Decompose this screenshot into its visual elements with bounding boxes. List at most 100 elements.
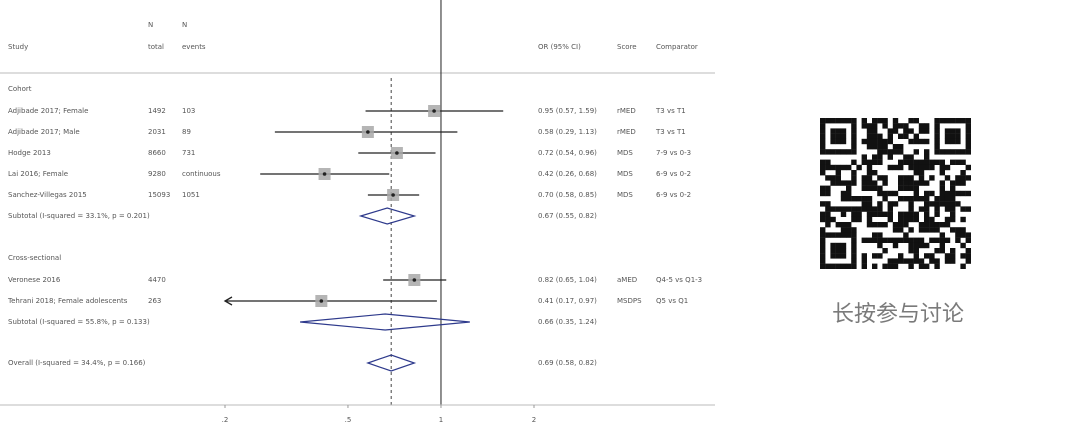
point [319, 299, 324, 303]
qr-module [882, 190, 888, 197]
ci-label: 0.42 (0.26, 0.68) [538, 170, 597, 178]
qr-module [934, 128, 940, 134]
qr-module [913, 164, 919, 171]
qr-module [908, 128, 914, 134]
qr-module [887, 133, 893, 139]
qr-module [965, 175, 971, 181]
qr-module [950, 211, 956, 217]
qr-module [965, 190, 971, 197]
qr-module [918, 196, 925, 202]
qr-module [835, 175, 841, 181]
n-total: 8660 [148, 149, 166, 157]
qr-module [908, 154, 914, 160]
qr-module [840, 232, 847, 238]
qr-module [913, 118, 919, 124]
ci-label: 0.72 (0.54, 0.96) [538, 149, 597, 157]
qr-module [846, 185, 852, 191]
n-total: 263 [148, 297, 161, 305]
qr-module [903, 180, 909, 186]
comparator: 6-9 vs 0-2 [656, 170, 691, 178]
qr-module [861, 263, 867, 269]
qr-module [934, 206, 940, 212]
qr-module [846, 227, 852, 233]
qr-module [851, 232, 857, 238]
qr-module [939, 196, 945, 202]
qr-module [835, 263, 841, 269]
qr-module [866, 128, 873, 134]
ci-label: 0.69 (0.58, 0.82) [538, 359, 597, 367]
qr-module [835, 149, 841, 155]
qr-module [924, 211, 930, 217]
qr-module [846, 118, 852, 124]
score: MDS [617, 149, 633, 157]
qr-module [934, 118, 940, 124]
qr-module [960, 175, 966, 181]
qr-module [903, 222, 909, 228]
qr-module [950, 201, 956, 207]
qr-module [882, 175, 888, 181]
qr-module [908, 175, 914, 181]
qr-module [960, 159, 966, 165]
qr-module [877, 211, 883, 217]
qr-module [840, 164, 847, 171]
qr-module [820, 133, 826, 139]
qr-module [944, 190, 951, 197]
qr-module [913, 196, 919, 202]
header: OR (95% CI) [538, 43, 581, 51]
qr-module [846, 222, 852, 228]
qr-module [830, 138, 836, 145]
qr-module [908, 180, 914, 186]
qr-module [820, 237, 826, 243]
qr-module [835, 242, 841, 249]
point [322, 172, 327, 176]
qr-module [877, 237, 883, 243]
qr-module [830, 164, 836, 171]
qr-module [965, 232, 971, 238]
qr-module [918, 138, 925, 145]
qr-module [924, 227, 930, 233]
qr-module [851, 211, 857, 217]
qr-module [887, 190, 893, 197]
qr-module [820, 211, 826, 217]
qr-module [882, 149, 888, 155]
qr-module [861, 180, 867, 186]
qr-module [960, 190, 966, 197]
qr-module [887, 128, 893, 134]
qr-module [955, 138, 961, 145]
qr-module [861, 253, 867, 259]
qr-module [903, 159, 909, 165]
n-events: 1051 [182, 191, 200, 199]
qr-module [939, 248, 945, 254]
qr-module [913, 180, 919, 186]
qr-module [934, 201, 940, 207]
qr-module [820, 159, 826, 165]
qr-module [913, 253, 919, 259]
qr-module [830, 128, 836, 134]
qr-module [908, 206, 914, 212]
qr-module [861, 159, 867, 165]
qr-module [882, 196, 888, 202]
qr-module [908, 242, 914, 249]
qr-module [944, 216, 951, 223]
qr-module [898, 258, 904, 264]
qr-module [898, 149, 904, 155]
qr-module [929, 159, 935, 165]
qr-module [934, 258, 940, 264]
qr-module [965, 118, 971, 124]
qr-module [835, 118, 841, 124]
qr-module [934, 227, 940, 233]
score: aMED [617, 276, 637, 284]
qr-module [918, 123, 925, 129]
qr-module [866, 144, 873, 150]
qr-module [913, 133, 919, 139]
qr-module [872, 133, 878, 139]
qr-module [861, 258, 867, 264]
qr-module [918, 175, 925, 181]
qr-module [866, 170, 873, 176]
qr-module [861, 154, 867, 160]
qr-module [903, 185, 909, 191]
qr-module [960, 149, 966, 155]
qr-module [965, 128, 971, 134]
qr-module [846, 149, 852, 155]
ci-label: 0.67 (0.55, 0.82) [538, 212, 597, 220]
